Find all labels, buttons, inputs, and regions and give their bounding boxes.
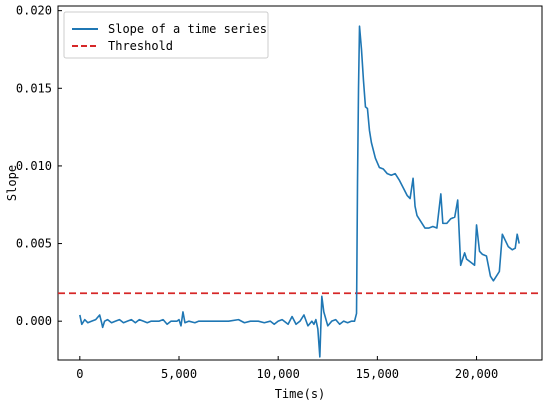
plot-frame: [57, 5, 543, 361]
x-tick-label: 15,000: [356, 367, 399, 381]
y-axis: 0.000 0.005 0.010 0.015 0.020: [16, 4, 62, 328]
legend-box: [63, 11, 269, 59]
x-tick-label: 5,000: [161, 367, 197, 381]
y-tick-label: 0.005: [16, 237, 52, 251]
legend-label-threshold: Threshold: [108, 39, 173, 53]
x-tick-label: 0: [76, 367, 83, 381]
series-line-slope: [79, 25, 520, 358]
x-tick-label: 20,000: [455, 367, 498, 381]
legend: Slope of a time series Threshold: [63, 11, 269, 59]
y-tick-label: 0.020: [16, 4, 52, 18]
y-tick-label: 0.000: [16, 314, 52, 328]
x-axis: 0 5,000 10,000 15,000 20,000: [76, 356, 498, 381]
y-tick-label: 0.015: [16, 81, 52, 95]
series-layer: [58, 25, 542, 358]
legend-label-slope: Slope of a time series: [108, 22, 267, 36]
x-axis-label: Time(s): [275, 387, 326, 401]
x-tick-label: 10,000: [257, 367, 300, 381]
y-axis-label: Slope: [5, 165, 19, 201]
plot-area: 0.000 0.005 0.010 0.015 0.020 0 5,000 10,000 15…: [16, 4, 543, 381]
y-tick-label: 0.010: [16, 159, 52, 173]
